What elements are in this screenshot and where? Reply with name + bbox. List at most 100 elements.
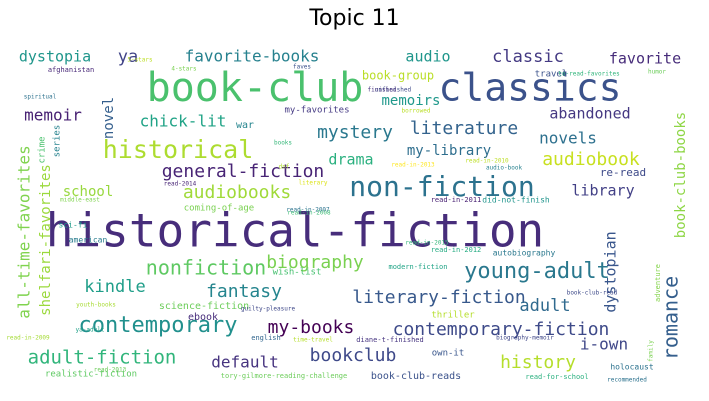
word-literature: literature <box>410 118 518 139</box>
word-literary: literary <box>299 180 328 187</box>
word-travel: travel <box>535 70 568 80</box>
word-re-read: re-read <box>600 166 646 179</box>
word-recommended: recommended <box>607 377 647 384</box>
word-youth-books: youth-books <box>76 302 116 309</box>
word-favorite: favorite <box>609 50 681 68</box>
word-biography-memoir: biography-memoir <box>496 335 554 342</box>
chart-title: Topic 11 <box>309 6 400 31</box>
word-literary-fiction: literary-fiction <box>352 287 525 308</box>
word-romance: romance <box>659 276 683 360</box>
word-read-in-2015: read-in-2015 <box>405 240 449 247</box>
word-middle-east: middle-east <box>60 197 100 204</box>
word-ya-adult: ya-adult <box>76 327 105 334</box>
word-kindle: kindle <box>84 277 145 297</box>
word-realistic-fiction: realistic-fiction <box>45 370 137 380</box>
word-my-library: my-library <box>407 143 491 159</box>
word-book-club-read: book-club-read <box>567 290 618 297</box>
word-historical: historical <box>103 135 254 164</box>
word-contemporary-fiction: contemporary-fiction <box>393 319 610 340</box>
word-own-it: own-it <box>432 349 465 359</box>
word-i-own: i-own <box>580 335 628 354</box>
word-shelfari-favorites: shelfari-favorites <box>38 164 54 316</box>
word-classic: classic <box>492 47 564 67</box>
word-book-club-reads: book-club-reads <box>371 371 461 382</box>
word-mystery: mystery <box>317 122 393 143</box>
word-series: series <box>53 125 63 158</box>
word-bookclub: bookclub <box>310 345 397 366</box>
word-read-in-2009: read-in-2009 <box>6 335 50 342</box>
word-thriller: thriller <box>431 311 475 321</box>
word-audio-book: audio-book <box>486 165 523 172</box>
word-books: books <box>274 140 292 147</box>
word-holocaust: holocaust <box>610 363 654 372</box>
word-chick-lit: chick-lit <box>140 112 227 131</box>
word-audiobooks: audiobooks <box>183 182 291 203</box>
word-faves: faves <box>293 64 311 71</box>
word-to-read-favorites: to-read-favorites <box>558 71 620 78</box>
word-default: default <box>211 353 278 372</box>
word-5-stars: 5-stars <box>127 57 153 64</box>
word-classics: classics <box>438 66 621 110</box>
word-family: family <box>648 340 655 362</box>
word-read-in-2010: read-in-2010 <box>465 158 509 165</box>
word-history: history <box>500 352 576 373</box>
word-memoirs: memoirs <box>381 93 440 109</box>
word-dystopian: dystopian <box>602 231 620 312</box>
word-dystopia: dystopia <box>19 48 91 66</box>
word-abandoned: abandoned <box>549 105 630 123</box>
word-general-fiction: general-fiction <box>162 161 325 182</box>
word-humor: humor <box>648 69 666 76</box>
word-spiritual: spiritual <box>24 94 57 101</box>
word-memoir: memoir <box>24 106 82 125</box>
word-ebook: ebook <box>188 312 218 323</box>
word-young-adult: young-adult <box>464 259 610 284</box>
word-adult-fiction: adult-fiction <box>28 347 177 369</box>
word-fantasy: fantasy <box>206 281 282 302</box>
word-coming-of-age: coming-of-age <box>184 204 254 214</box>
word-read-in-2013: read-in-2013 <box>391 162 435 169</box>
word-read-in-2012: read-in-2012 <box>431 246 482 254</box>
word-non-fiction: non-fiction <box>349 170 534 203</box>
word-novels: novels <box>539 129 597 148</box>
word-tory-gilmore-reading-challenge: tory-gilmore-reading-challenge <box>221 372 347 380</box>
word-sci-fi: sci-fi <box>59 221 88 230</box>
word-dnf: dnf <box>279 164 290 171</box>
word-biography: biography <box>266 252 364 273</box>
word-science-fiction: science-fiction <box>159 301 249 312</box>
word-read-for-school: read-for-school <box>525 373 588 381</box>
word-book-club-books: book-club-books <box>673 112 689 238</box>
word-guilty-pleasure: guilty-pleasure <box>241 306 296 313</box>
word-my-books: my-books <box>268 317 355 338</box>
word-audio: audio <box>405 48 450 66</box>
word-crime: crime <box>38 136 48 163</box>
word-contemporary: contemporary <box>79 313 238 338</box>
word-autobiography: autobiography <box>493 249 556 258</box>
word-read-in-2011: read-in-2011 <box>431 196 482 204</box>
word-book-club: book-club <box>147 65 364 111</box>
word-audiobook: audiobook <box>542 149 640 170</box>
word-english: english <box>251 334 281 342</box>
word-my-favorites: my-favorites <box>284 106 349 116</box>
word-library: library <box>571 182 634 200</box>
word-read-2013: read-2013 <box>94 367 127 374</box>
word-read-in-2007: read-in-2007 <box>286 207 330 214</box>
word-time-travel: time-travel <box>293 337 333 344</box>
word-finished: finished <box>368 87 397 94</box>
word-diane-t-finished: diane-t-finished <box>356 336 423 344</box>
word-read-in-2008: read-in-2008 <box>287 210 331 217</box>
word-book-group: book-group <box>362 69 434 83</box>
word-did-not-finish: did-not-finish <box>482 196 550 205</box>
word-favorite-books: favorite-books <box>185 47 320 66</box>
word-borrowed: borrowed <box>402 108 431 115</box>
word-nonfiction: nonfiction <box>146 256 266 280</box>
word-war: war <box>236 120 254 131</box>
word-4-stars: 4-stars <box>171 66 197 73</box>
word-unfinished: unfinished <box>375 87 412 94</box>
word-adventure: adventure <box>654 264 662 302</box>
word-afghanistan: afghanistan <box>48 66 94 74</box>
word-wish-list: wish-list <box>273 268 322 278</box>
word-adult: adult <box>519 296 570 316</box>
word-ya: ya <box>118 47 138 67</box>
word-american: american <box>69 236 108 245</box>
